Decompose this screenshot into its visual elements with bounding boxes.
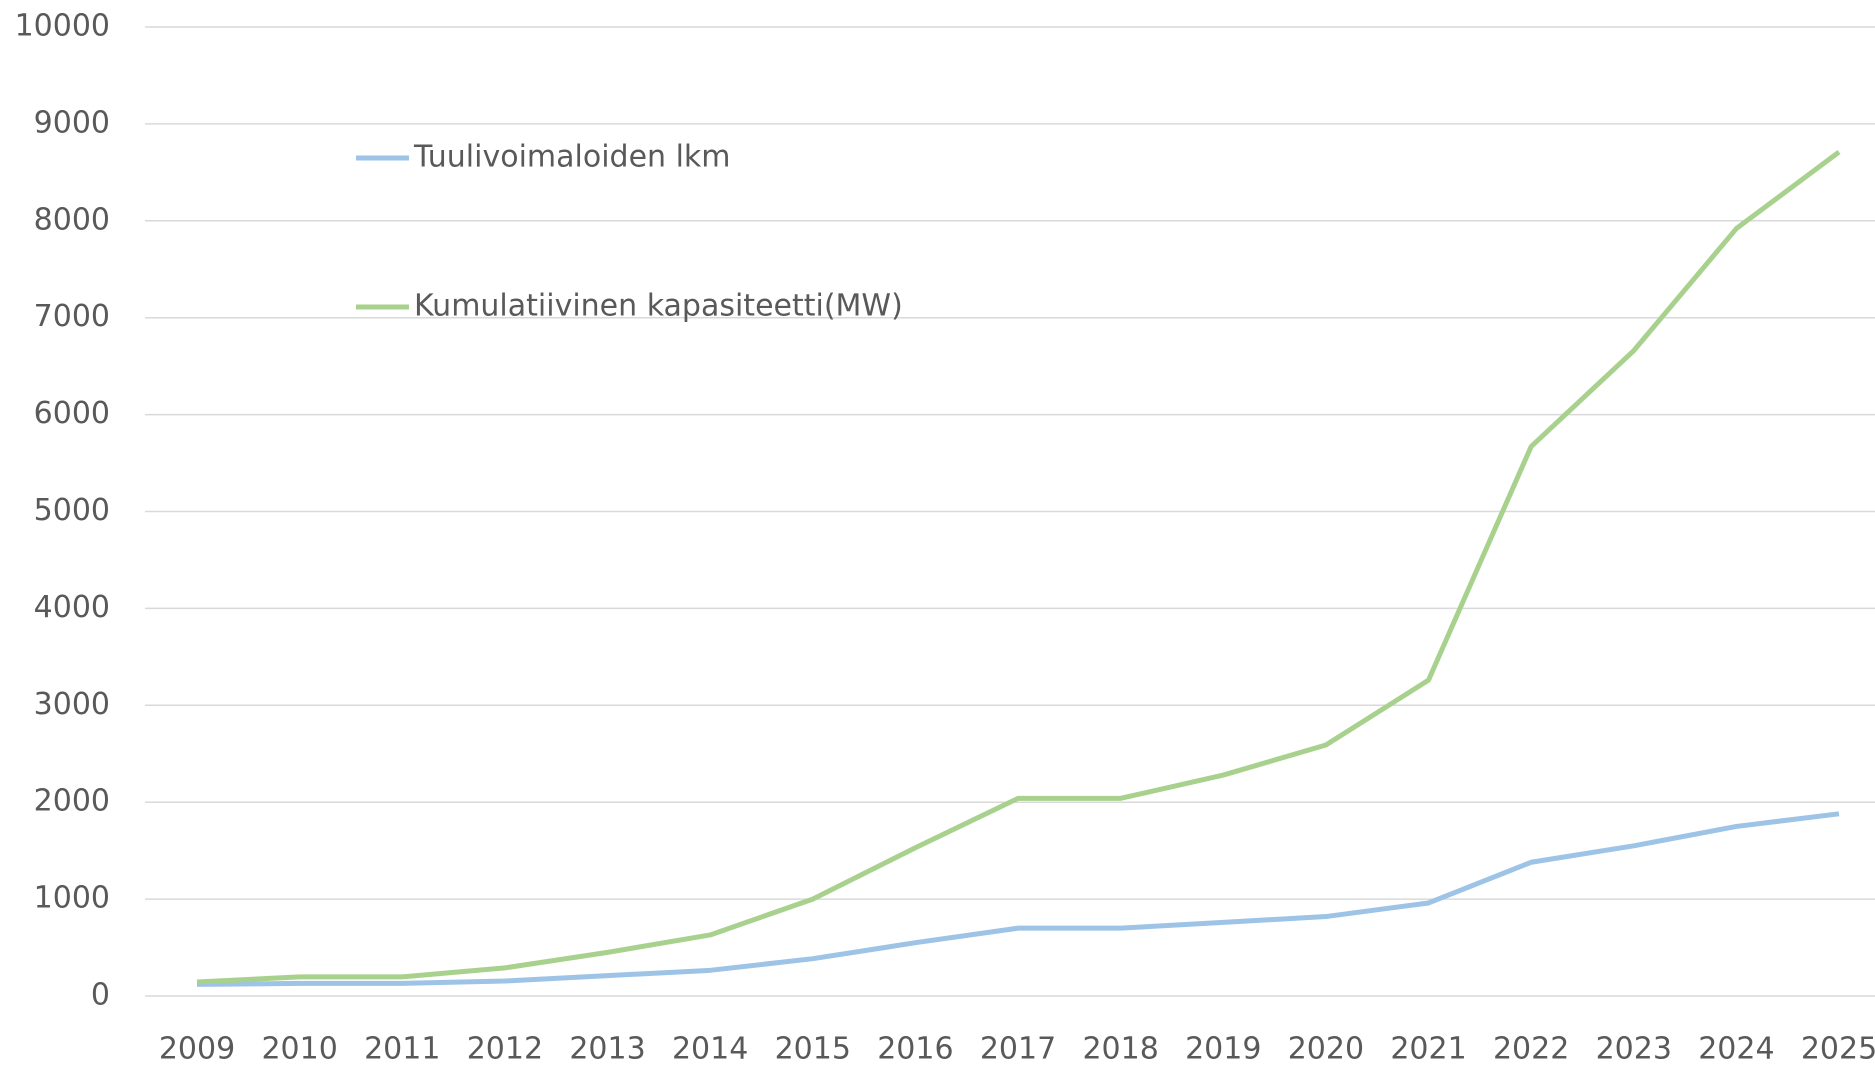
legend-label: Tuulivoimaloiden lkm bbox=[413, 140, 731, 175]
y-tick-label: 7000 bbox=[34, 299, 110, 334]
x-tick-label: 2024 bbox=[1698, 1032, 1774, 1065]
y-tick-label: 6000 bbox=[34, 396, 110, 431]
x-tick-label: 2010 bbox=[261, 1032, 337, 1065]
x-tick-label: 2012 bbox=[467, 1032, 543, 1065]
x-tick-label: 2023 bbox=[1596, 1032, 1672, 1065]
legend-label: Kumulatiivinen kapasiteetti(MW) bbox=[414, 289, 903, 324]
x-tick-label: 2016 bbox=[877, 1032, 953, 1065]
y-tick-label: 2000 bbox=[34, 784, 110, 819]
x-tick-label: 2017 bbox=[980, 1032, 1056, 1065]
y-tick-label: 8000 bbox=[34, 202, 110, 237]
y-tick-label: 10000 bbox=[15, 9, 110, 44]
x-tick-label: 2019 bbox=[1185, 1032, 1261, 1065]
x-tick-label: 2020 bbox=[1288, 1032, 1364, 1065]
y-tick-label: 9000 bbox=[34, 105, 110, 140]
x-tick-label: 2022 bbox=[1493, 1032, 1569, 1065]
x-tick-label: 2009 bbox=[159, 1032, 235, 1065]
line-series bbox=[196, 811, 1840, 987]
y-tick-label: 3000 bbox=[34, 687, 110, 722]
y-tick-label: 4000 bbox=[34, 590, 110, 625]
line-series bbox=[196, 149, 1841, 985]
y-tick-label: 5000 bbox=[34, 493, 110, 528]
y-tick-label: 1000 bbox=[34, 881, 110, 916]
x-tick-label: 2025 bbox=[1801, 1032, 1875, 1065]
x-tick-label: 2014 bbox=[672, 1032, 748, 1065]
x-tick-label: 2021 bbox=[1390, 1032, 1466, 1065]
y-tick-label: 0 bbox=[91, 978, 110, 1013]
x-tick-label: 2018 bbox=[1082, 1032, 1158, 1065]
x-tick-label: 2015 bbox=[775, 1032, 851, 1065]
x-tick-label: 2011 bbox=[364, 1032, 440, 1065]
x-tick-label: 2013 bbox=[569, 1032, 645, 1065]
